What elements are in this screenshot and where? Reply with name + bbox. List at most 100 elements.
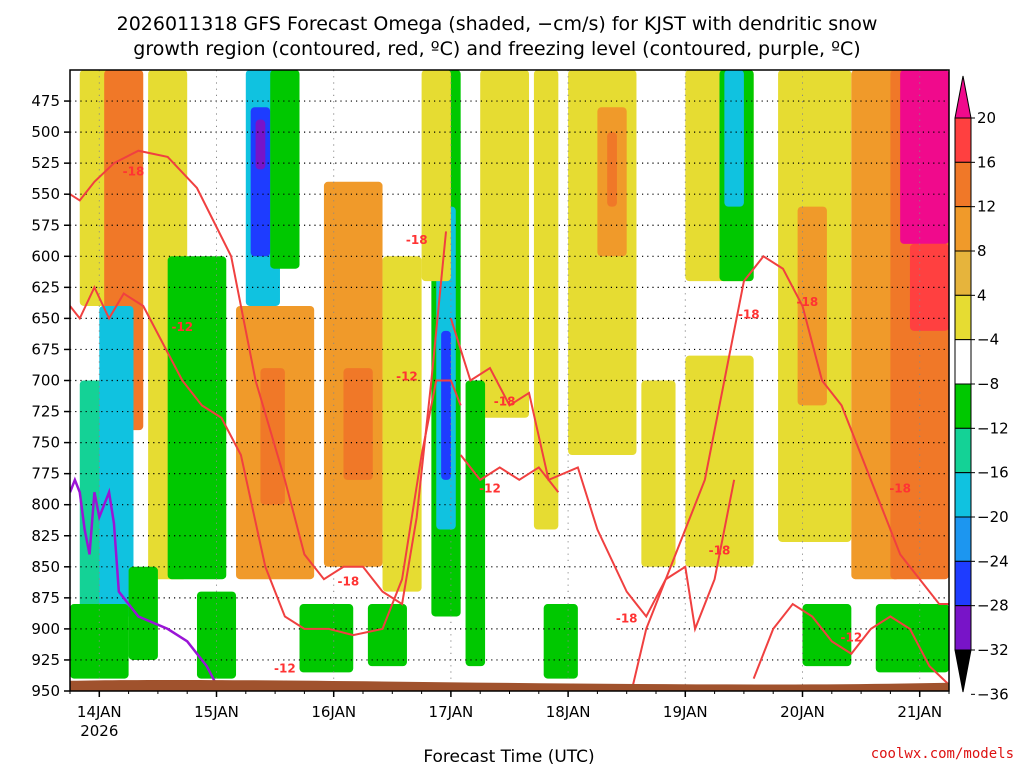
colorbar-label: −24 [977,552,1009,570]
colorbar-box [954,516,972,562]
dgz-contour-line [752,602,949,686]
omega-cell [685,355,754,567]
colorbar-box [954,117,972,163]
omega-cell [607,132,617,207]
omega-cell [480,70,530,418]
contour-label: -18 [123,165,145,179]
time-tick-label: 15JAN [194,703,239,721]
terrain-surface [70,679,949,691]
omega-cell [441,330,451,480]
colorbar-label: −20 [977,508,1009,526]
contour-label: -18 [738,307,760,321]
contour-label: -18 [494,394,516,408]
contour-label: -12 [171,320,193,334]
pressure-tick-label: 650 [31,309,60,327]
pressure-tick-label: 925 [31,651,60,669]
contour-label: -18 [889,481,911,495]
contour-label: -18 [406,233,428,247]
colorbar-box [954,383,972,429]
pressure-tick-label: 575 [31,216,60,234]
time-tick-sublabel: 2026 [80,722,118,740]
chart-title-line2: growth region (contoured, red, ºC) and f… [133,38,860,60]
omega-cell [128,566,158,660]
colorbar-label: 8 [977,242,987,260]
terrain-shading [70,679,949,691]
chart-title-line1: 2026011318 GFS Forecast Omega (shaded, −… [117,13,878,35]
pressure-tick-label: 900 [31,620,60,638]
pressure-tick-label: 675 [31,340,60,358]
colorbar-label: −36 [977,685,1009,703]
time-tick-label: 17JAN [429,703,474,721]
omega-colorbar: 20 16 12 8 4 −4 −8 −12 −16 −20 −24 −28 −32 −36 [954,75,1009,703]
colorbar-box [954,427,972,474]
omega-cell [900,70,949,244]
omega-cell [465,380,486,667]
colorbar-box [954,250,972,296]
contour-label: -18 [797,295,819,309]
pressure-tick-label: 750 [31,434,60,452]
colorbar-label: 20 [977,109,996,127]
colorbar-box [954,206,972,252]
pressure-tick-label: 850 [31,558,60,576]
omega-cell [533,70,559,530]
pressure-tick-label: 625 [31,278,60,296]
contour-label: -12 [274,661,296,675]
contour-label: -12 [479,481,501,495]
omega-cell [543,604,578,679]
dgz-contour-line [449,318,736,633]
colorbar-box [954,294,972,341]
pressure-tick-label: 800 [31,496,60,514]
colorbar-box [954,560,972,607]
omega-cell [167,256,227,580]
pressure-tick-label: 950 [31,682,60,700]
pressure-tick-label: 700 [31,372,60,390]
omega-cell [421,70,451,282]
pressure-tick-label: 825 [31,527,60,545]
pressure-tick-label: 600 [31,247,60,265]
temperature-contours: -18 -12 -18 -12 -18 -12 -18 -12 -18 -18 -18 -18 -12 -… [70,149,949,691]
time-tick-label: 21JAN [897,703,942,721]
dgz-contour-line [630,254,949,691]
dgz-contour-line [459,454,560,493]
time-tick-label: 20JAN [780,703,825,721]
pressure-axis: 475 500 525 550 575 600 625 650 675 700 725 750 775 8… [31,92,70,700]
colorbar-box [954,605,972,651]
pressure-tick-label: 875 [31,589,60,607]
colorbar-label: −32 [977,641,1009,659]
omega-cell [367,604,407,667]
x-axis-label: Forecast Time (UTC) [423,747,594,767]
colorbar-label: −4 [977,331,999,349]
pressure-tick-label: 525 [31,154,60,172]
time-tick-label: 16JAN [311,703,356,721]
omega-cell [851,70,901,580]
dgz-contour-line [70,149,448,606]
colorbar-label: −12 [977,419,1009,437]
omega-cell [113,94,134,306]
omega-cell [343,368,373,480]
colorbar-label: −8 [977,375,999,393]
pressure-tick-label: 775 [31,465,60,483]
pressure-tick-label: 475 [31,92,60,110]
colorbar-label: 4 [977,286,987,304]
freezing-level-line [70,476,246,691]
contour-label: -18 [616,612,638,626]
time-tick-label: 18JAN [546,703,591,721]
colorbar-label: 16 [977,153,996,171]
site-credit: coolwx.com/models [871,746,1014,762]
time-tick-label: 19JAN [663,703,708,721]
contour-label: -12 [840,630,862,644]
colorbar-box [954,161,972,208]
colorbar-bottom-triangle [954,649,972,693]
colorbar-label: −28 [977,597,1009,615]
contour-label: -12 [396,370,418,384]
omega-cell [909,243,949,331]
contour-label: -18 [338,574,360,588]
gridlines [70,70,949,691]
colorbar-label: −16 [977,464,1009,482]
omega-cell [270,70,300,269]
pressure-tick-label: 550 [31,185,60,203]
omega-cell [299,604,354,673]
colorbar-box [954,339,972,385]
